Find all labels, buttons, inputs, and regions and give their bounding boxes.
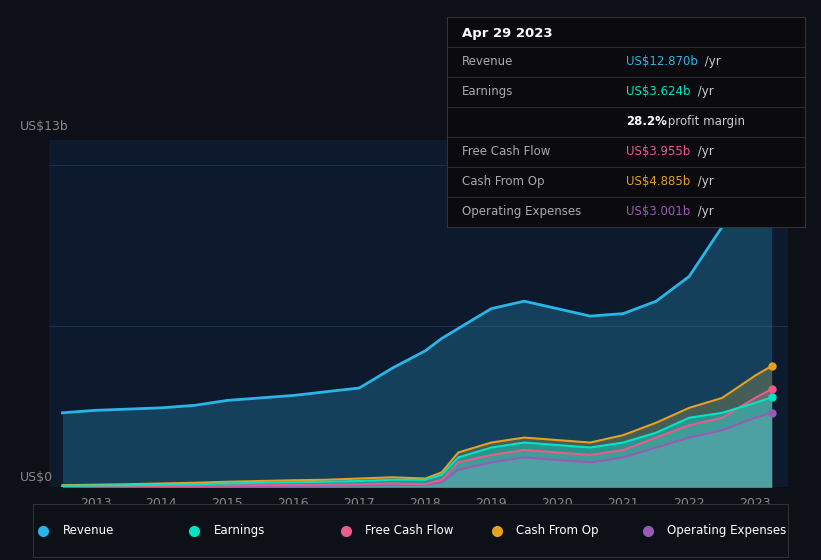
Text: 28.2%: 28.2% xyxy=(626,115,667,128)
Text: /yr: /yr xyxy=(694,145,713,158)
Text: Earnings: Earnings xyxy=(461,85,513,99)
Text: US$0: US$0 xyxy=(20,471,53,484)
Text: Apr 29 2023: Apr 29 2023 xyxy=(461,27,553,40)
Text: Cash From Op: Cash From Op xyxy=(461,175,544,188)
Text: US$3.001b: US$3.001b xyxy=(626,206,690,218)
Text: US$3.624b: US$3.624b xyxy=(626,85,690,99)
Text: profit margin: profit margin xyxy=(663,115,745,128)
Text: /yr: /yr xyxy=(701,55,721,68)
Text: Revenue: Revenue xyxy=(63,524,114,537)
Text: /yr: /yr xyxy=(694,85,713,99)
Text: Free Cash Flow: Free Cash Flow xyxy=(365,524,453,537)
Text: Earnings: Earnings xyxy=(214,524,265,537)
Text: Cash From Op: Cash From Op xyxy=(516,524,599,537)
Text: US$12.870b: US$12.870b xyxy=(626,55,698,68)
Text: US$4.885b: US$4.885b xyxy=(626,175,690,188)
Text: Free Cash Flow: Free Cash Flow xyxy=(461,145,550,158)
Text: /yr: /yr xyxy=(694,175,713,188)
Text: US$13b: US$13b xyxy=(20,120,68,133)
Text: US$3.955b: US$3.955b xyxy=(626,145,690,158)
Text: Revenue: Revenue xyxy=(461,55,513,68)
Text: Operating Expenses: Operating Expenses xyxy=(461,206,581,218)
Text: /yr: /yr xyxy=(694,206,713,218)
Text: Operating Expenses: Operating Expenses xyxy=(667,524,787,537)
